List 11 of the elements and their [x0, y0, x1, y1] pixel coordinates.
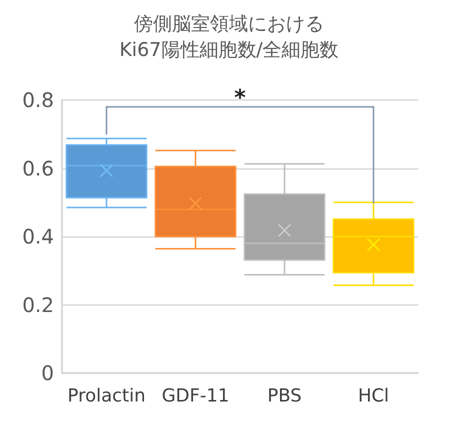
x-tick-label: PBS — [267, 386, 302, 406]
y-tick-label: 0.8 — [22, 88, 54, 112]
y-tick-label: 0.4 — [22, 224, 54, 248]
y-tick-label: 0.6 — [22, 156, 54, 180]
x-tick-label: Prolactin — [68, 386, 146, 406]
y-tick-label: 0.2 — [22, 292, 54, 317]
x-tick-label: HCl — [358, 386, 390, 406]
annotation: * — [234, 86, 246, 111]
y-tick-label: 0 — [41, 361, 54, 385]
chart-title: 傍側脳室領域における Ki67陽性細胞数/全細胞数 — [119, 13, 339, 61]
x-tick-label: GDF-11 — [162, 386, 230, 406]
